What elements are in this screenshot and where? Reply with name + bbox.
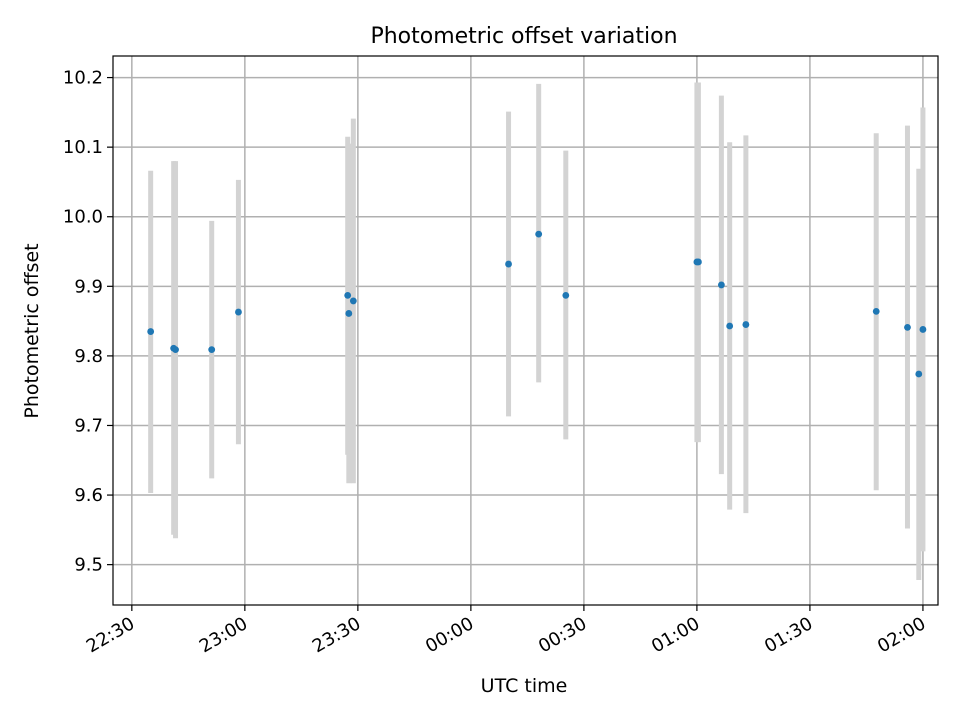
y-axis-ticks: 9.5 9.6 9.7 9.8 9.9 10.0 10.1 10.2 [63,68,113,576]
data-point [742,321,750,328]
data-point [904,323,911,331]
y-tick-label: 10.0 [63,207,103,228]
y-tick-label: 9.9 [74,276,103,297]
data-point [344,291,352,299]
y-tick-label: 10.2 [63,68,103,89]
x-tick-label: 22:30 [83,613,138,657]
data-point [172,346,179,354]
x-axis-label: UTC time [481,675,568,697]
data-point [147,328,155,335]
x-axis-ticks: 22:30 23:00 23:30 00:00 00:30 01:00 01:30 02:00 [83,605,929,657]
y-tick-label: 9.5 [74,555,103,576]
x-tick-label: 00:30 [535,613,590,657]
data-point [695,258,702,266]
y-tick-label: 10.1 [63,137,103,158]
data-point [208,346,216,354]
y-axis-label: Photometric offset [21,243,43,418]
error-bars [148,82,926,580]
x-tick-label: 02:00 [874,613,929,657]
data-point [235,308,242,316]
data-point [915,370,923,378]
data-point [717,281,725,289]
data-point [505,260,512,268]
y-tick-label: 9.6 [74,485,103,506]
data-point [562,291,570,299]
data-point [919,326,927,333]
data-point [345,310,353,317]
chart-title: Photometric offset variation [370,24,677,49]
y-tick-label: 9.7 [74,415,103,436]
x-tick-label: 23:30 [309,613,364,657]
x-tick-label: 23:00 [196,613,251,657]
data-point [872,307,880,315]
data-point [726,322,734,330]
x-tick-label: 01:00 [648,613,703,657]
x-tick-label: 00:00 [422,613,477,657]
plot-area-frame [112,55,939,606]
data-points [147,230,927,378]
y-tick-label: 9.8 [74,346,103,367]
data-point [535,230,543,238]
data-point [349,297,357,305]
x-tick-label: 01:30 [761,613,816,657]
